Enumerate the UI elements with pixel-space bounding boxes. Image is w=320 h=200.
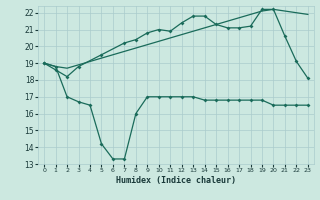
X-axis label: Humidex (Indice chaleur): Humidex (Indice chaleur) [116, 176, 236, 185]
